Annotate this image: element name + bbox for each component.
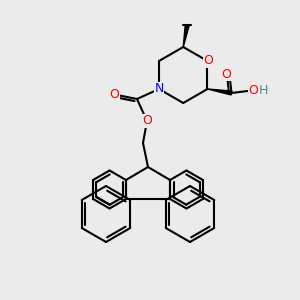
Polygon shape (183, 25, 189, 47)
Text: O: O (222, 68, 231, 80)
Text: O: O (109, 88, 119, 101)
Text: N: N (154, 82, 164, 95)
Polygon shape (208, 89, 232, 95)
Text: O: O (142, 115, 152, 128)
Text: O: O (248, 85, 258, 98)
Text: H: H (259, 85, 268, 98)
Text: O: O (204, 55, 213, 68)
